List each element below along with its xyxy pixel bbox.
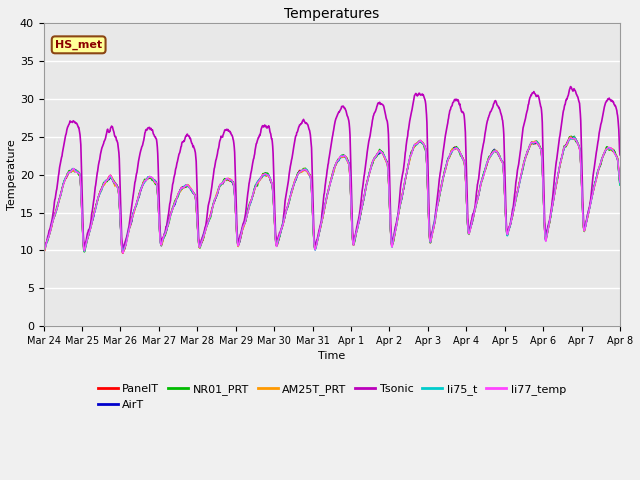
Line: AM25T_PRT: AM25T_PRT [44,137,620,253]
Line: NR01_PRT: NR01_PRT [44,136,620,252]
PanelT [422,146,429,152]
NR01_PRT [40,246,47,252]
AM25T_PRT [233,231,241,237]
NR01_PRT [422,149,429,155]
Line: li77_temp: li77_temp [44,138,620,253]
Tsonic [233,216,241,222]
AM25T_PRT [548,204,556,210]
PanelT [154,199,162,204]
AM25T_PRT [422,146,429,152]
Line: AirT: AirT [44,137,620,252]
li75_t [154,200,162,205]
PanelT [40,250,47,255]
li75_t [548,206,556,212]
NR01_PRT [548,205,556,211]
Tsonic [422,101,429,107]
li77_temp [233,230,241,236]
AirT [233,231,241,237]
Tsonic [616,152,624,158]
li77_temp [567,135,575,141]
Tsonic [548,202,556,207]
NR01_PRT [497,156,505,162]
PanelT [497,157,505,163]
X-axis label: Time: Time [318,351,346,361]
Tsonic [567,84,575,89]
AM25T_PRT [616,178,624,184]
NR01_PRT [154,199,162,205]
li77_temp [119,250,127,256]
NR01_PRT [168,207,176,213]
Legend: PanelT, AirT, NR01_PRT, AM25T_PRT, Tsonic, li75_t, li77_temp: PanelT, AirT, NR01_PRT, AM25T_PRT, Tsoni… [93,380,570,414]
li75_t [570,134,578,140]
AM25T_PRT [119,250,127,256]
AirT [497,157,505,163]
AM25T_PRT [154,200,162,205]
AM25T_PRT [40,248,47,254]
li75_t [168,207,176,213]
AirT [168,206,176,212]
AirT [422,146,429,152]
Tsonic [154,162,162,168]
li75_t [233,230,241,236]
Title: Temperatures: Temperatures [284,7,380,21]
li77_temp [154,200,162,205]
AirT [119,250,127,255]
Tsonic [497,111,505,117]
li75_t [40,247,47,253]
NR01_PRT [616,182,624,188]
AirT [616,180,624,185]
Y-axis label: Temperature: Temperature [7,139,17,210]
li75_t [497,156,505,162]
Tsonic [168,186,176,192]
AM25T_PRT [168,206,176,212]
Line: Tsonic: Tsonic [44,86,620,249]
Line: li75_t: li75_t [44,137,620,252]
Text: HS_met: HS_met [55,40,102,50]
li77_temp [497,156,505,162]
li77_temp [422,146,429,152]
PanelT [616,180,624,185]
li77_temp [616,180,624,185]
AirT [569,134,577,140]
AirT [154,199,162,204]
NR01_PRT [233,229,241,235]
PanelT [233,230,241,236]
Line: PanelT: PanelT [44,137,620,253]
PanelT [566,134,574,140]
li77_temp [168,207,176,213]
AM25T_PRT [497,157,505,163]
li77_temp [548,205,556,211]
AirT [548,206,556,212]
PanelT [119,251,127,256]
li75_t [422,147,429,153]
PanelT [548,206,556,212]
AM25T_PRT [567,134,575,140]
NR01_PRT [81,249,88,255]
li75_t [119,249,127,255]
NR01_PRT [567,133,575,139]
PanelT [168,207,176,213]
li77_temp [40,248,47,254]
AirT [40,245,47,251]
Tsonic [40,244,47,250]
li75_t [616,182,624,188]
Tsonic [120,246,127,252]
